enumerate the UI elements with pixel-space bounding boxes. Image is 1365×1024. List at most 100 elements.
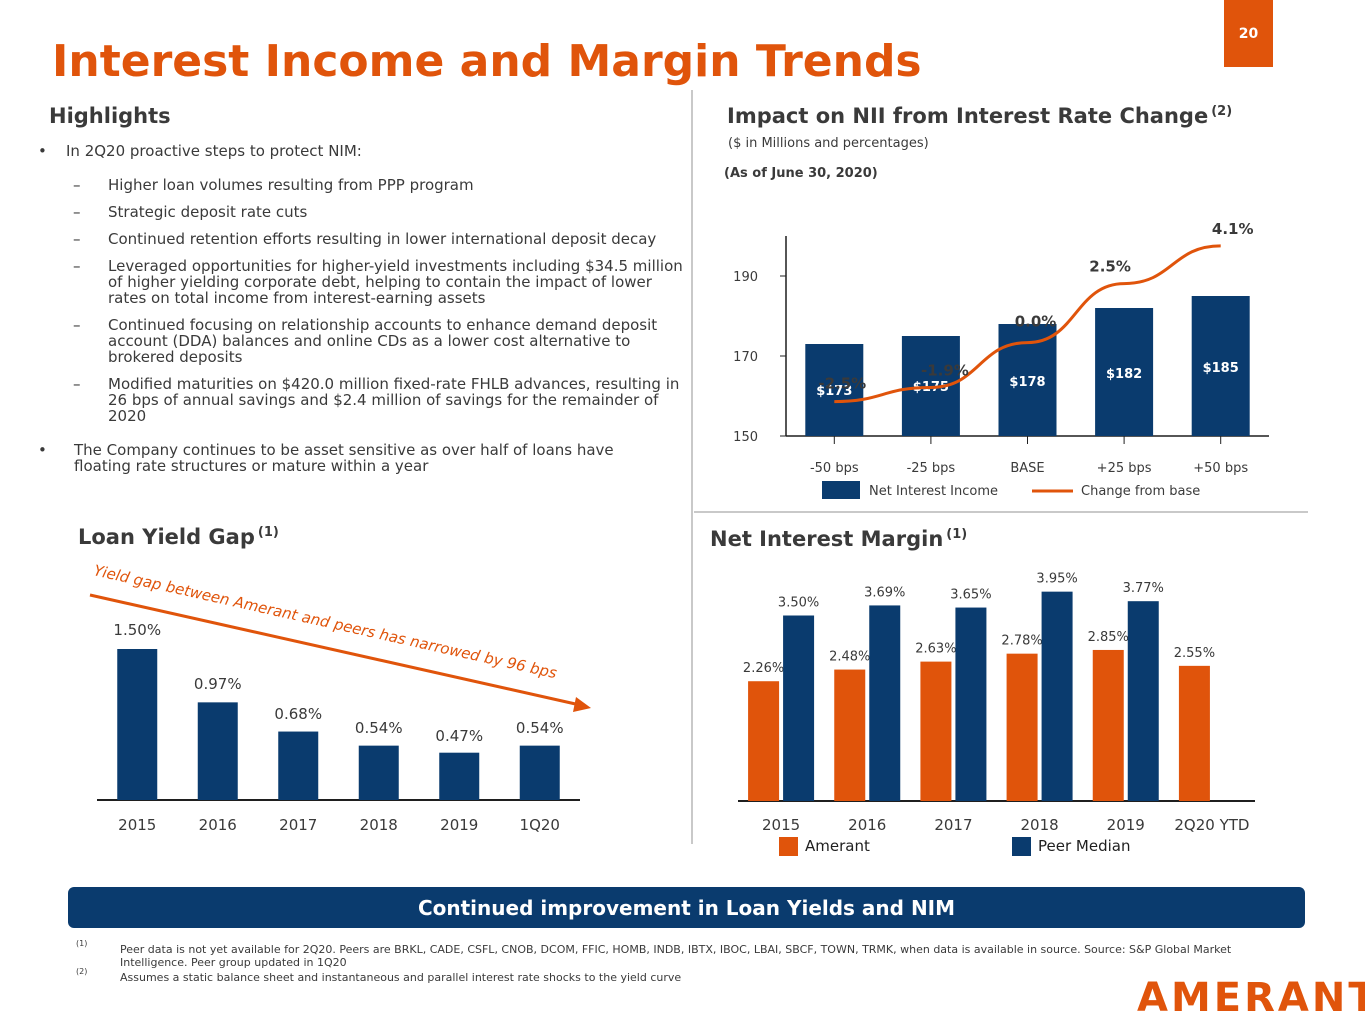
dash-marker: –: [73, 203, 81, 221]
dash-marker: –: [73, 316, 81, 334]
nii-x-tick-label: BASE: [1010, 461, 1044, 476]
footnote-text: Assumes a static balance sheet and insta…: [120, 971, 682, 984]
dash-marker: –: [73, 230, 81, 248]
loan-bar: [278, 731, 319, 800]
nim-bar-label-peer: 3.50%: [778, 596, 819, 611]
bullet-marker: •: [38, 441, 47, 459]
nii-as-of: (As of June 30, 2020): [724, 166, 878, 181]
footnote-mark: (1): [76, 939, 88, 948]
footnote-mark: (2): [76, 967, 88, 976]
nim-bar-label-peer: 3.65%: [950, 588, 991, 603]
nii-bar: [805, 344, 864, 436]
nim-legend-swatch-amerant: [779, 837, 798, 856]
nim-bar-label-amerant: 2.85%: [1088, 630, 1129, 645]
nim-bar-label-peer: 3.95%: [1036, 572, 1077, 587]
loan-trend-annotation: Yield gap between Amerant and peers has …: [92, 561, 559, 682]
sub-text: Continued retention efforts resulting in…: [108, 230, 657, 248]
nim-bar-label-amerant: 2.63%: [915, 642, 956, 657]
nim-legend-label-peer: Peer Median: [1038, 837, 1130, 855]
bullet-text: In 2Q20 proactive steps to protect NIM:: [66, 142, 362, 160]
nii-legend-label-bars: Net Interest Income: [869, 484, 998, 499]
nii-change-line: [834, 244, 1221, 404]
nii-bar: [1191, 296, 1250, 436]
footnote-text: Peer data is not yet available for 2Q20.…: [120, 943, 1232, 969]
loan-yield-heading-footnote: (1): [257, 525, 279, 540]
nii-bar: [1095, 308, 1154, 436]
nim-bar-peer: [783, 615, 815, 801]
nii-change-label: -2.5%: [818, 375, 866, 393]
nim-heading-footnote: (1): [946, 527, 968, 542]
nim-bar-amerant: [1006, 653, 1038, 801]
sub-text: Higher loan volumes resulting from PPP p…: [108, 176, 474, 194]
loan-x-tick-label: 2016: [199, 816, 237, 834]
loan-x-tick-label: 2018: [360, 816, 398, 834]
nii-heading-text: Impact on NII from Interest Rate Change: [727, 104, 1209, 128]
loan-bar: [519, 745, 560, 800]
nii-bar-label: $182: [1106, 367, 1142, 382]
loan-trend-arrow-line: [89, 593, 581, 707]
nii-x-tick-label: +50 bps: [1193, 461, 1248, 476]
dash-marker: –: [73, 176, 81, 194]
nii-x-tick-label: -25 bps: [907, 461, 956, 476]
sub-text: Leveraged opportunities for higher-yield…: [108, 257, 683, 307]
nim-x-tick-label: 2Q20 YTD: [1174, 816, 1249, 834]
dash-marker: –: [73, 257, 81, 275]
nim-bar-label-peer: 3.69%: [864, 585, 905, 600]
nii-legend-label-line: Change from base: [1081, 484, 1200, 499]
loan-yield-heading: Loan Yield Gap (1): [78, 525, 279, 549]
nim-legend-swatch-peer: [1012, 837, 1031, 856]
nim-x-tick-label: 2017: [934, 816, 972, 834]
loan-bar: [358, 745, 399, 800]
amerant-logo: AMERANT: [1137, 975, 1365, 1021]
page-number: 20: [1224, 0, 1273, 67]
nim-bar-peer: [955, 607, 987, 801]
loan-bar-label: 0.54%: [516, 719, 564, 737]
nii-y-tick-label: 170: [733, 350, 758, 365]
bullet-text: The Company continues to be asset sensit…: [74, 441, 614, 475]
highlights-heading: Highlights: [49, 104, 171, 128]
nii-y-tick-label: 150: [733, 430, 758, 445]
loan-x-tick-label: 2019: [440, 816, 478, 834]
loan-bar-label: 0.68%: [274, 705, 322, 723]
sub-text: Strategic deposit rate cuts: [108, 203, 308, 221]
sub-text: Continued focusing on relationship accou…: [108, 316, 658, 366]
nim-legend-label-amerant: Amerant: [805, 837, 870, 855]
nii-bar-label: $173: [816, 384, 852, 399]
horizontal-divider: [694, 511, 1308, 513]
nim-bar-label-amerant: 2.48%: [829, 650, 870, 665]
loan-trend-arrow-head: [573, 697, 591, 712]
nim-bar-peer: [869, 605, 901, 801]
nii-subtitle: ($ in Millions and percentages): [728, 136, 929, 151]
loan-bar-label: 1.50%: [113, 621, 161, 639]
sub-text: Modified maturities on $420.0 million fi…: [108, 375, 680, 425]
summary-banner: Continued improvement in Loan Yields and…: [68, 887, 1305, 928]
highlights-heading-text: Highlights: [49, 104, 171, 128]
loan-bar-label: 0.54%: [355, 719, 403, 737]
nim-bar-peer: [1127, 601, 1159, 801]
nii-change-label: 2.5%: [1089, 258, 1131, 276]
loan-x-tick-label: 2017: [279, 816, 317, 834]
nii-y-tick-label: 190: [733, 270, 758, 285]
loan-bar-label: 0.97%: [194, 675, 242, 693]
nim-bar-label-amerant: 2.26%: [743, 661, 784, 676]
loan-x-tick-label: 2015: [118, 816, 156, 834]
loan-yield-heading-text: Loan Yield Gap: [78, 525, 255, 549]
nim-heading: Net Interest Margin (1): [710, 527, 967, 551]
nim-bar-amerant: [920, 661, 952, 801]
nii-heading: Impact on NII from Interest Rate Change(…: [727, 104, 1232, 128]
nim-bar-amerant: [748, 681, 780, 801]
nii-heading-footnote: (2): [1211, 104, 1233, 119]
nii-x-tick-label: -50 bps: [810, 461, 859, 476]
page-title: Interest Income and Margin Trends: [52, 36, 922, 87]
loan-bar: [197, 702, 238, 800]
vertical-divider: [691, 90, 693, 844]
nii-bar-label: $185: [1203, 361, 1239, 376]
nim-bar-amerant: [834, 669, 866, 801]
loan-bar: [439, 752, 480, 800]
nim-bar-amerant: [1092, 649, 1124, 801]
nim-bar-label-amerant: 2.55%: [1174, 646, 1215, 661]
nim-bar-peer: [1041, 591, 1073, 801]
dash-marker: –: [73, 375, 81, 393]
nii-change-label: 0.0%: [1015, 313, 1057, 331]
